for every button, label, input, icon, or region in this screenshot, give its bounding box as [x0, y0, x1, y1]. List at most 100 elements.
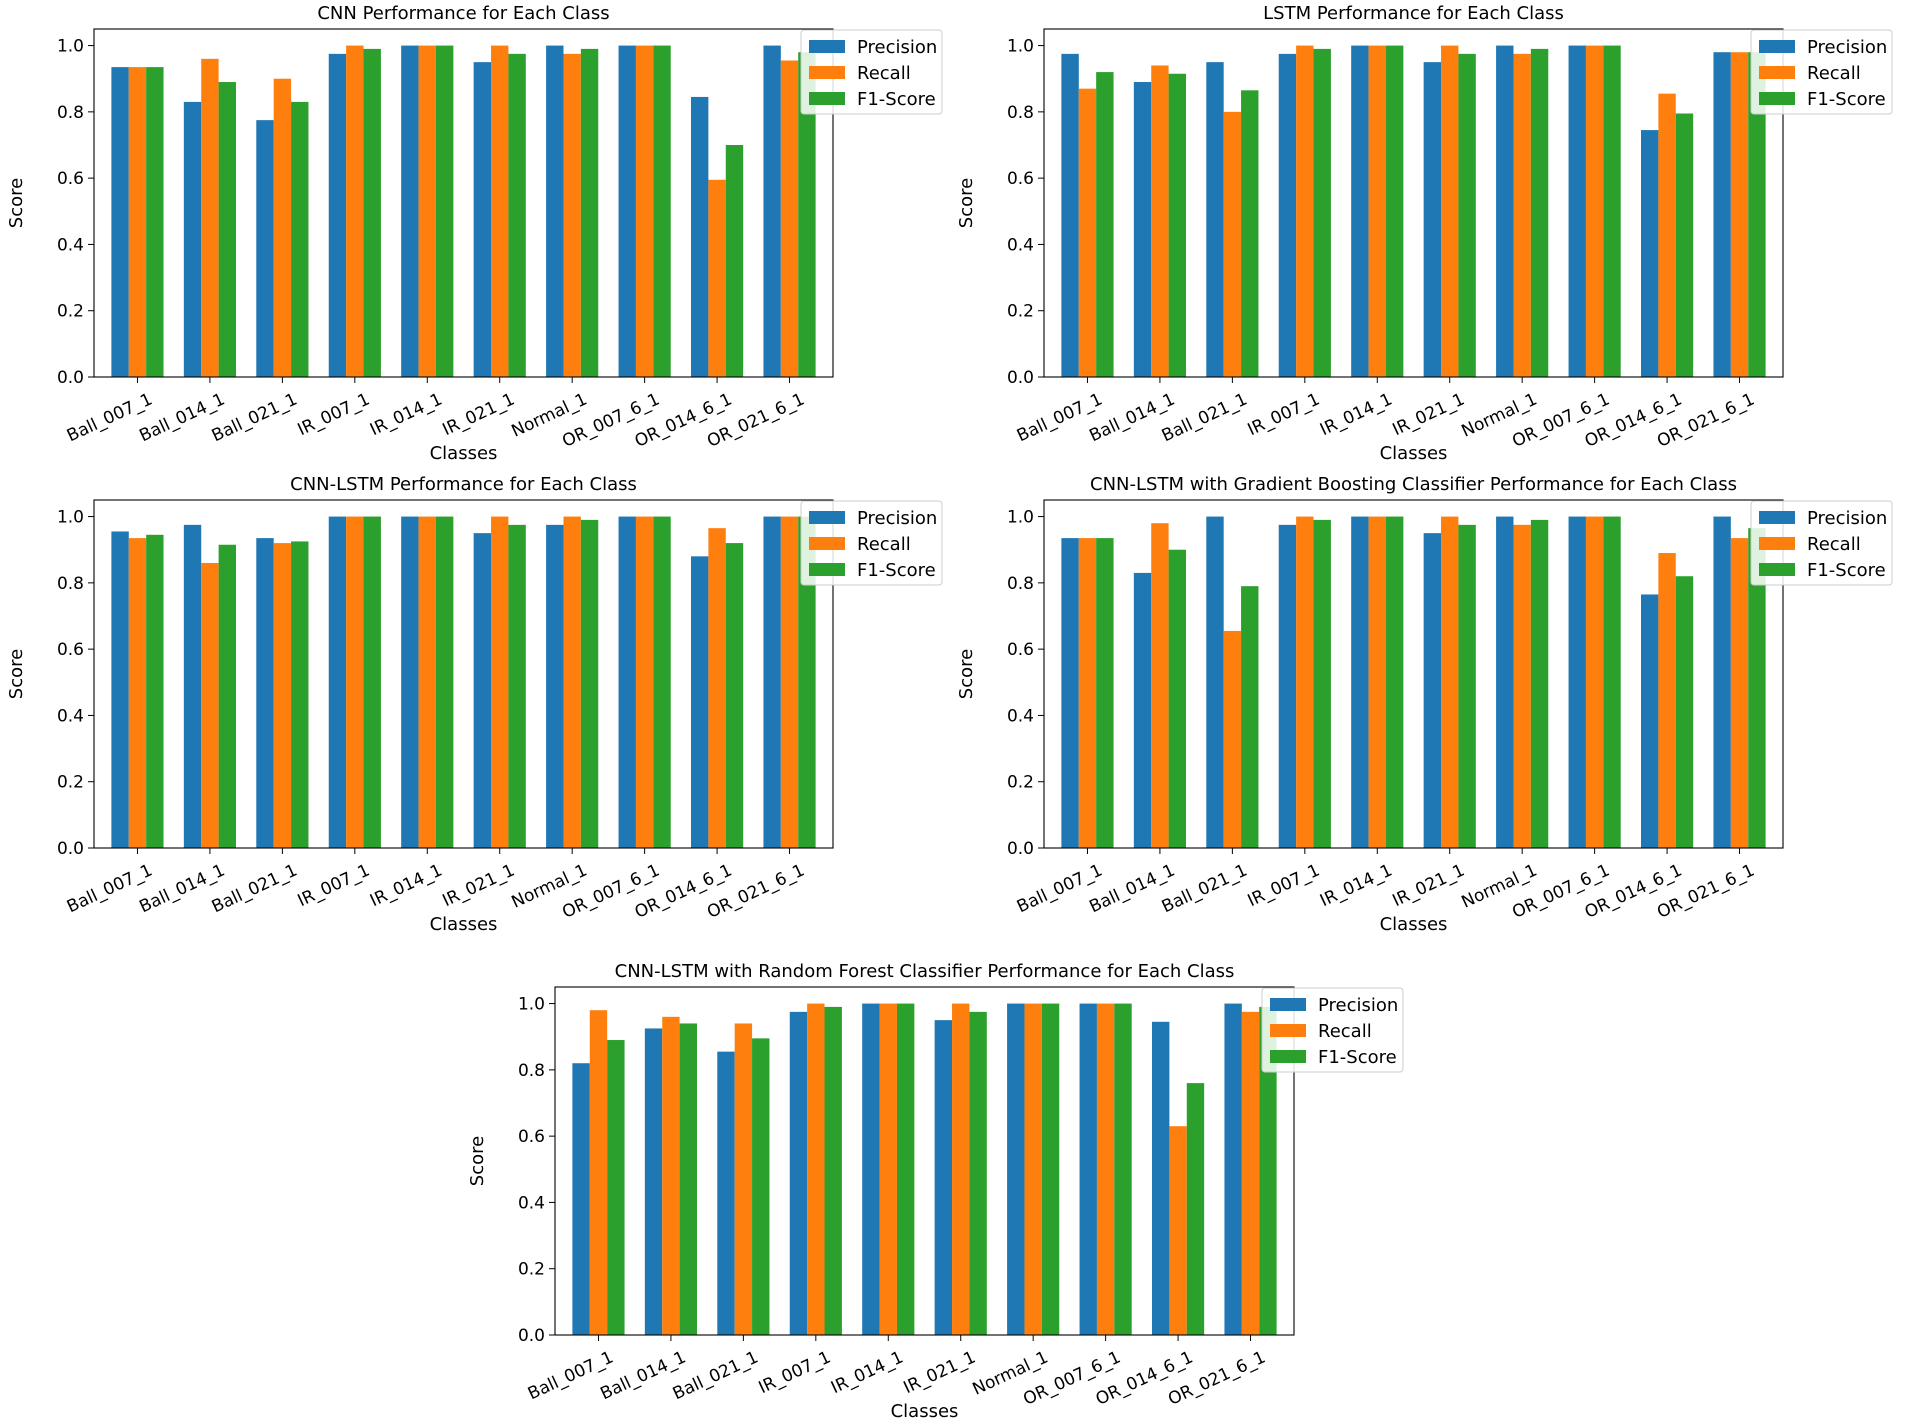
bar-recall-ir-021-1	[952, 1003, 970, 1335]
chart-title: LSTM Performance for Each Class	[1263, 3, 1564, 24]
bar-f1-score-normal-1	[580, 48, 599, 377]
bar-precision-ball-014-1	[1133, 82, 1152, 377]
bar-precision-ball-007-1	[1061, 538, 1079, 848]
bar-recall-ball-021-1	[1223, 111, 1242, 378]
bar-recall-ir-007-1	[807, 1003, 825, 1335]
bar-f1-score-ir-014-1	[1385, 516, 1404, 848]
bar-f1-score-ir-007-1	[363, 516, 381, 848]
x-tick-label: IR_014_1	[828, 1347, 906, 1398]
y-axis-label: Score	[6, 649, 27, 699]
bar-recall-or-021-6-1	[1730, 52, 1749, 377]
bar-recall-ball-014-1	[1151, 65, 1169, 378]
bar-recall-or-014-6-1	[1169, 1126, 1187, 1335]
y-tick-label: 0.0	[518, 1326, 545, 1346]
bar-f1-score-or-007-6-1	[1603, 45, 1621, 377]
y-tick-label: 1.0	[1007, 37, 1034, 57]
y-tick-label: 0.6	[1007, 169, 1034, 189]
bar-f1-score-ball-014-1	[1168, 549, 1187, 848]
bar-precision-or-014-6-1	[691, 96, 709, 377]
bar-precision-ball-014-1	[183, 524, 202, 848]
bar-f1-score-ir-021-1	[969, 1011, 987, 1335]
bar-recall-or-021-6-1	[780, 516, 799, 848]
bar-f1-score-ir-021-1	[508, 53, 526, 378]
bar-precision-normal-1	[1007, 1003, 1025, 1335]
x-tick-label: IR_007_1	[1245, 860, 1323, 911]
bar-f1-score-ir-007-1	[824, 1006, 842, 1335]
bar-precision-ir-014-1	[862, 1003, 880, 1335]
bar-recall-or-014-6-1	[708, 528, 726, 848]
bar-f1-score-ball-007-1	[1096, 72, 1114, 377]
bar-precision-ir-014-1	[1351, 45, 1369, 377]
chart-title: CNN-LSTM with Gradient Boosting Classifi…	[1090, 474, 1737, 495]
x-tick-label: IR_021_1	[440, 860, 518, 911]
bar-f1-score-ball-014-1	[218, 544, 237, 848]
bar-precision-normal-1	[1496, 516, 1514, 848]
chart-1: CNN Performance for Each Class 0.0 0.2 0.4 0…	[6, 3, 943, 464]
y-tick-label: 0.6	[57, 640, 84, 660]
legend-label-f1-score: F1-Score	[1318, 1047, 1397, 1068]
bar-f1-score-or-014-6-1	[1675, 113, 1694, 377]
legend-label-recall: Recall	[857, 534, 911, 555]
y-tick-label: 0.0	[1007, 839, 1034, 859]
y-axis-label: Score	[467, 1136, 488, 1186]
bar-recall-normal-1	[1513, 524, 1531, 848]
chart-4: CNN-LSTM with Gradient Boosting Classifi…	[956, 474, 1893, 935]
bar-f1-score-or-021-6-1	[798, 52, 816, 377]
bar-recall-normal-1	[1024, 1003, 1042, 1335]
bar-recall-ir-021-1	[1441, 45, 1459, 377]
legend-label-precision: Precision	[1807, 508, 1887, 529]
bar-recall-normal-1	[1513, 53, 1531, 378]
bar-precision-ir-021-1	[473, 533, 492, 848]
bar-precision-normal-1	[546, 524, 564, 848]
bar-recall-ball-014-1	[662, 1016, 680, 1335]
y-tick-label: 0.0	[1007, 368, 1034, 388]
bar-recall-ball-007-1	[128, 538, 147, 848]
bar-recall-ir-007-1	[1296, 45, 1314, 377]
bar-precision-ir-014-1	[401, 516, 419, 848]
bar-recall-ball-014-1	[201, 562, 219, 848]
x-axis-label: Classes	[1380, 914, 1448, 935]
bar-precision-ball-007-1	[111, 531, 129, 848]
legend: Precision Recall F1-Score	[1750, 500, 1893, 586]
x-tick-label: IR_007_1	[756, 1347, 834, 1398]
x-tick-label: IR_014_1	[367, 389, 445, 440]
bar-recall-or-007-6-1	[635, 45, 654, 377]
legend-label-recall: Recall	[1318, 1021, 1372, 1042]
bar-precision-or-021-6-1	[1713, 52, 1731, 377]
bar-precision-ir-014-1	[1351, 516, 1369, 848]
legend-swatch-precision	[809, 40, 845, 53]
bar-f1-score-ball-014-1	[1168, 73, 1187, 378]
bar-f1-score-ir-021-1	[1458, 53, 1476, 378]
bar-precision-or-014-6-1	[1641, 594, 1659, 848]
y-tick-label: 1.0	[57, 508, 84, 528]
y-tick-label: 0.8	[518, 1061, 545, 1081]
y-tick-label: 0.8	[1007, 574, 1034, 594]
bar-f1-score-or-014-6-1	[1186, 1083, 1205, 1335]
y-tick-label: 1.0	[1007, 508, 1034, 528]
bar-precision-ball-007-1	[111, 67, 129, 378]
bar-precision-ir-007-1	[789, 1011, 808, 1335]
legend-swatch-recall	[1759, 537, 1795, 550]
legend-swatch-precision	[1759, 40, 1795, 53]
legend-label-f1-score: F1-Score	[1807, 89, 1886, 110]
bar-f1-score-ir-007-1	[363, 48, 381, 377]
y-tick-label: 0.4	[518, 1193, 545, 1213]
bar-f1-score-or-007-6-1	[653, 45, 671, 377]
bar-recall-or-007-6-1	[1585, 45, 1604, 377]
y-tick-label: 1.0	[57, 37, 84, 57]
bar-precision-or-021-6-1	[763, 516, 781, 848]
x-tick-label: IR_007_1	[295, 860, 373, 911]
y-tick-label: 0.2	[57, 302, 84, 322]
y-tick-label: 0.6	[57, 169, 84, 189]
x-tick-label: IR_014_1	[1317, 389, 1395, 440]
bar-recall-ir-007-1	[1296, 516, 1314, 848]
bar-recall-ball-007-1	[1078, 538, 1097, 848]
bar-f1-score-ir-014-1	[896, 1003, 915, 1335]
bar-f1-score-ir-007-1	[1313, 519, 1331, 848]
bar-precision-or-021-6-1	[1713, 516, 1731, 848]
bar-recall-ir-014-1	[1368, 45, 1386, 377]
chart-title: CNN Performance for Each Class	[317, 3, 609, 24]
bar-recall-ir-007-1	[346, 516, 364, 848]
chart-5: CNN-LSTM with Random Forest Classifier P…	[467, 961, 1404, 1422]
